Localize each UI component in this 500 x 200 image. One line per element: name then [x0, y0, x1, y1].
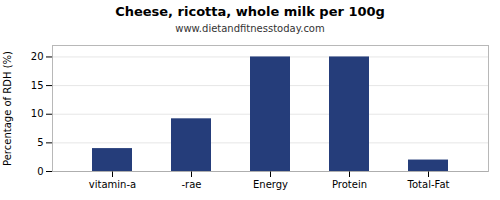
svg-text:Protein: Protein	[332, 179, 367, 190]
svg-text:vitamin-a: vitamin-a	[89, 179, 136, 190]
svg-text:20: 20	[31, 51, 44, 62]
svg-text:10: 10	[31, 108, 44, 119]
svg-text:Total-Fat: Total-Fat	[407, 179, 450, 190]
svg-text:15: 15	[31, 80, 44, 91]
svg-text:-rae: -rae	[182, 179, 202, 190]
svg-text:Percentage of RDH (%): Percentage of RDH (%)	[2, 51, 13, 166]
svg-text:5: 5	[37, 137, 43, 148]
html-text:Cheese, ricotta, whole milk pe: Cheese, ricotta, whole milk per 100g	[115, 4, 385, 19]
html-text:www.dietandfitnesstoday.com: www.dietandfitnesstoday.com	[175, 23, 325, 34]
svg-text:Energy: Energy	[253, 179, 288, 190]
svg-text:0: 0	[37, 166, 43, 177]
